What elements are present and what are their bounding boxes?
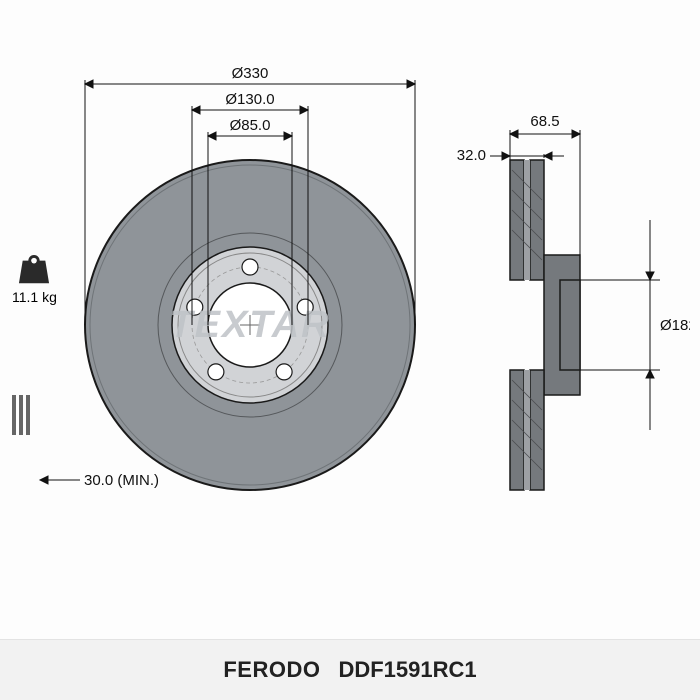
- diagram-area: TEXTAR Ø330 Ø130.0 Ø85.0: [10, 40, 690, 560]
- part-number: DDF1591RC1: [338, 657, 476, 683]
- weight-value: 11.1: [12, 289, 38, 305]
- min-thickness-swatch: [12, 395, 36, 435]
- brake-disc-drawing: TEXTAR Ø330 Ø130.0 Ø85.0: [10, 40, 690, 580]
- brand-label: FERODO: [223, 657, 320, 683]
- side-section: [510, 160, 580, 490]
- disc-thickness-label: 32.0: [457, 147, 486, 164]
- hub-bore-label: Ø85.0: [230, 117, 271, 134]
- total-width-label: 68.5: [530, 113, 559, 130]
- product-bar: FERODO DDF1591RC1: [0, 639, 700, 700]
- watermark: TEXTAR: [169, 304, 330, 346]
- weight-indicator: 11.1 kg: [12, 255, 57, 305]
- hat-diameter-label: Ø182: [660, 317, 690, 334]
- weight-icon: [15, 255, 53, 287]
- weight-unit: kg: [42, 289, 57, 305]
- bolt-circle-label: Ø130.0: [225, 91, 274, 108]
- outer-diameter-label: Ø330: [232, 65, 269, 82]
- min-thickness-label: 30.0 (MIN.): [84, 472, 159, 489]
